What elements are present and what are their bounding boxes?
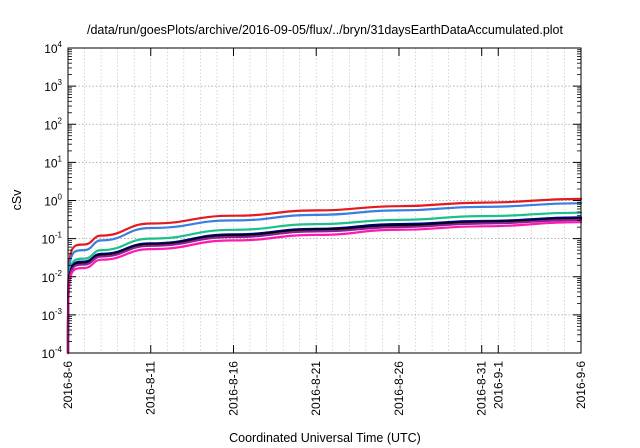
series-line [66, 217, 583, 355]
x-tick-labels: 2016-8-6 2016-8-11 2016-8-16 2016-8-21 2016-… [61, 361, 588, 416]
x-tick-label: 2016-8-21 [309, 361, 323, 416]
y-tick-label: 102 [44, 116, 62, 132]
y-tick-label: 10-2 [42, 269, 63, 285]
chart-title: /data/run/goesPlots/archive/2016-09-05/f… [87, 23, 563, 37]
series-line [66, 202, 583, 348]
x-tick-label: 2016-9-1 [491, 361, 505, 409]
y-tick-label: 10-3 [42, 307, 63, 323]
y-tick-label: 10-1 [42, 231, 63, 247]
series-line [66, 211, 583, 355]
series-line [66, 221, 583, 355]
x-tick-label: 2016-8-26 [392, 361, 406, 416]
y-tick-label: 103 [44, 78, 62, 94]
x-tick-label: 2016-8-31 [475, 361, 489, 416]
series-line [66, 218, 583, 355]
x-tick-label: 2016-8-6 [61, 361, 75, 409]
y-tick-label: 104 [44, 40, 62, 56]
y-tick-label: 10-4 [42, 345, 63, 361]
x-tick-label: 2016-8-11 [144, 361, 158, 415]
series-line [66, 216, 583, 355]
x-tick-label: 2016-9-6 [574, 361, 588, 409]
y-tick-label: 101 [44, 154, 62, 170]
x-axis-label: Coordinated Universal Time (UTC) [229, 431, 421, 445]
ticks [67, 47, 582, 354]
y-tick-labels: 10-4 10-3 10-2 10-1 100 101 102 103 104 [42, 40, 63, 361]
y-tick-label: 100 [44, 193, 62, 209]
y-axis-label: cSv [10, 189, 24, 211]
series-layer [66, 197, 583, 355]
series-line [66, 197, 583, 343]
x-tick-label: 2016-8-16 [226, 361, 240, 416]
